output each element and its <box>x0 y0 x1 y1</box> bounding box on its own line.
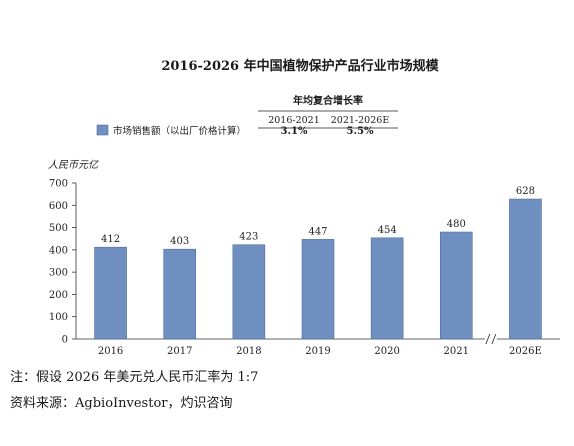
axis-break-slash <box>485 333 491 345</box>
bar-value-label: 480 <box>447 219 466 230</box>
x-tick-label: 2020 <box>374 346 399 357</box>
x-tick-label: 2017 <box>167 346 192 357</box>
y-tick-label: 600 <box>49 201 68 212</box>
bars <box>94 198 542 340</box>
exchange-rate-note: 注：假设 2026 年美元兑人民币汇率为 1:7 <box>10 370 259 385</box>
y-tick-label: 0 <box>62 335 68 346</box>
axis-break-slash <box>491 333 497 345</box>
x-tick-label: 2019 <box>305 346 330 357</box>
y-tick-label: 700 <box>49 179 68 190</box>
bar-value-label: 412 <box>101 234 120 245</box>
bar-2017 <box>163 248 197 340</box>
legend-swatch <box>96 124 109 136</box>
y-axis-unit: 人民币元亿 <box>48 159 99 171</box>
axis-break <box>484 333 497 345</box>
bar-labels: 412 403 423 447 454 480 628 <box>101 186 535 247</box>
bar-2016 <box>94 246 127 340</box>
y-tick-label: 500 <box>49 223 68 234</box>
source-note: 资料来源：AgbioInvestor，灼识咨询 <box>10 396 233 411</box>
y-tick-label: 400 <box>49 245 68 256</box>
bar-2026E <box>509 198 542 340</box>
x-tick-label: 2021 <box>444 346 469 357</box>
cagr-period-1: 2016-2021 <box>268 115 320 126</box>
x-axis: 2016 2017 2018 2019 2020 2021 2026E <box>76 338 560 357</box>
x-tick-label: 2026E <box>509 346 542 357</box>
bar-2020 <box>370 237 404 340</box>
cagr-value-2: 5.5% <box>347 126 374 137</box>
bar-2021 <box>439 231 473 340</box>
cagr-header: 年均复合增长率 <box>293 94 363 107</box>
bar-value-label: 628 <box>516 186 535 197</box>
x-tick-label: 2018 <box>236 346 261 357</box>
legend-label: 市场销售额（以出厂价格计算） <box>113 125 246 137</box>
cagr-value-1: 3.1% <box>281 126 308 137</box>
y-axis: 0 100 200 300 400 500 600 700 <box>49 179 77 346</box>
bar-chart: 2016-2026 年中国植物保护产品行业市场规模 年均复合增长率 2016-2… <box>48 58 560 357</box>
bar-value-label: 447 <box>308 226 327 237</box>
bar-value-label: 423 <box>239 232 258 243</box>
x-tick-label: 2016 <box>98 346 123 357</box>
chart-title: 2016-2026 年中国植物保护产品行业市场规模 <box>161 58 439 74</box>
y-tick-label: 200 <box>49 290 68 301</box>
bar-value-label: 403 <box>170 236 189 247</box>
cagr-period-2: 2021-2026E <box>331 115 390 126</box>
bar-2018 <box>232 244 266 340</box>
bar-2019 <box>301 239 335 340</box>
bar-value-label: 454 <box>378 225 397 236</box>
y-tick-label: 300 <box>49 268 68 279</box>
axis-break-gap <box>484 334 497 344</box>
y-tick-label: 100 <box>49 312 68 323</box>
